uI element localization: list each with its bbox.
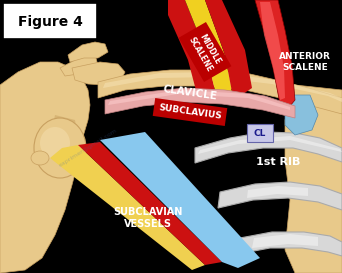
- Text: SUBCLAVIAN
VESSELS: SUBCLAVIAN VESSELS: [113, 207, 183, 229]
- Polygon shape: [50, 145, 205, 270]
- Polygon shape: [78, 142, 222, 265]
- Polygon shape: [108, 90, 290, 110]
- Ellipse shape: [31, 151, 49, 165]
- Polygon shape: [68, 42, 108, 62]
- Polygon shape: [285, 95, 318, 135]
- Text: eaprimer@gmail.com: eaprimer@gmail.com: [58, 128, 118, 168]
- Polygon shape: [103, 72, 342, 102]
- Polygon shape: [238, 232, 342, 256]
- Polygon shape: [205, 0, 252, 96]
- Text: MIDDLE
SCALENE: MIDDLE SCALENE: [187, 30, 223, 74]
- Polygon shape: [195, 132, 342, 163]
- Text: ANTERIOR
SCALENE: ANTERIOR SCALENE: [279, 52, 331, 72]
- Polygon shape: [252, 234, 318, 248]
- Polygon shape: [285, 85, 342, 273]
- Polygon shape: [168, 0, 215, 100]
- Text: CL: CL: [254, 129, 266, 138]
- Polygon shape: [72, 62, 125, 85]
- Text: 1st RIB: 1st RIB: [256, 157, 300, 167]
- Polygon shape: [260, 2, 285, 100]
- Polygon shape: [60, 56, 98, 76]
- Polygon shape: [0, 62, 90, 273]
- FancyBboxPatch shape: [3, 3, 97, 39]
- Polygon shape: [255, 0, 295, 106]
- Polygon shape: [105, 88, 295, 118]
- Polygon shape: [98, 70, 342, 114]
- Ellipse shape: [40, 127, 70, 159]
- Polygon shape: [52, 115, 80, 160]
- Polygon shape: [198, 136, 342, 154]
- Text: CLAVICLE: CLAVICLE: [162, 84, 218, 102]
- Polygon shape: [100, 132, 260, 268]
- Text: Figure 4: Figure 4: [17, 15, 82, 29]
- Text: SUBCLAVIUS: SUBCLAVIUS: [158, 103, 222, 121]
- FancyBboxPatch shape: [247, 124, 273, 142]
- Ellipse shape: [34, 118, 86, 178]
- Polygon shape: [185, 0, 232, 100]
- Polygon shape: [218, 182, 342, 210]
- Polygon shape: [247, 186, 308, 198]
